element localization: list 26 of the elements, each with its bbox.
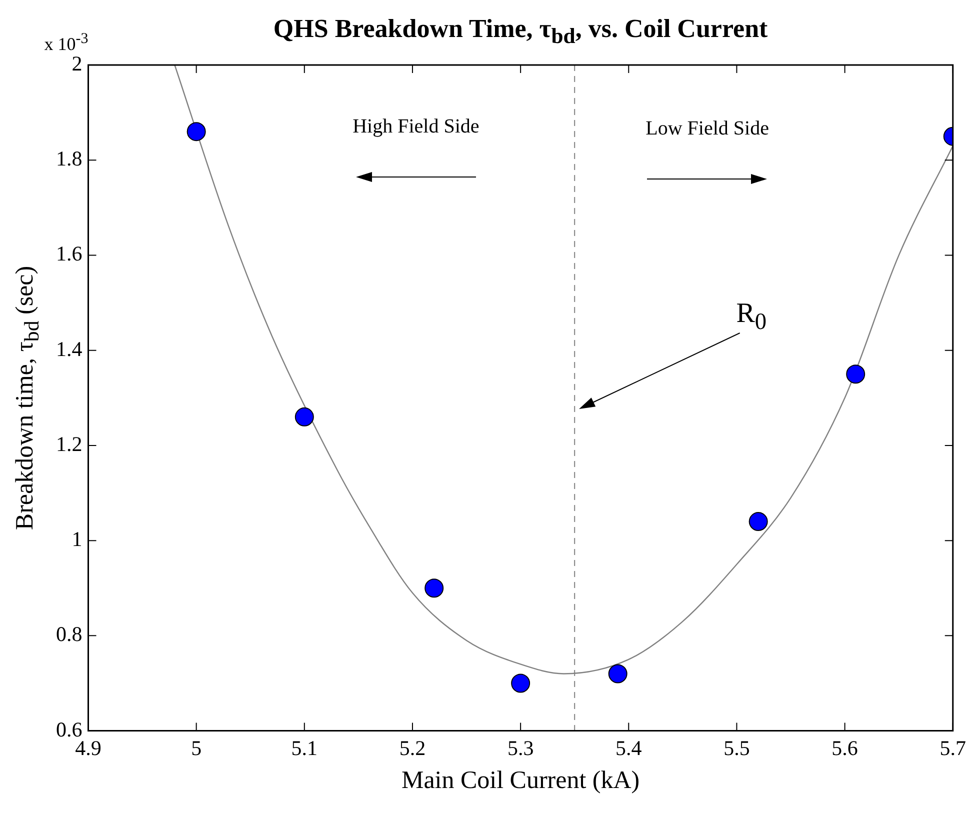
x-tick-label: 5.6 xyxy=(832,736,858,760)
point xyxy=(846,364,866,384)
y-tick-label: 1.6 xyxy=(56,242,82,266)
y-tick-label: 1 xyxy=(72,527,82,552)
x-tick-label: 5.4 xyxy=(616,736,642,760)
x-tick-label: 5.3 xyxy=(507,736,534,760)
y-tick-label: 1.8 xyxy=(56,146,82,171)
point xyxy=(608,664,628,684)
point xyxy=(748,512,768,532)
point xyxy=(511,674,530,693)
x-axis-title: Main Coil Current (kA) xyxy=(400,766,641,795)
point xyxy=(424,578,444,598)
x-tick-label: 5.2 xyxy=(399,736,426,760)
x-tick-label: 5.7 xyxy=(940,736,966,760)
annotation: Low Field Side xyxy=(646,117,769,140)
x-tick-label: 5.1 xyxy=(291,736,318,760)
x-tick-label: 5 xyxy=(191,736,202,760)
y-tick-label: 1.4 xyxy=(56,336,83,361)
annotation: R$_{0}$ xyxy=(736,298,767,336)
x-tick-label: 5.5 xyxy=(724,736,750,760)
annotation: High Field Side xyxy=(352,115,480,138)
chart-title: QHS Breakdown Time, τ$_{bd}$, vs. Coil Current xyxy=(272,14,769,50)
point xyxy=(186,122,206,142)
y-tick-label: 1.2 xyxy=(56,432,82,456)
y-tick-label: 0.8 xyxy=(56,622,82,646)
point xyxy=(294,407,314,426)
